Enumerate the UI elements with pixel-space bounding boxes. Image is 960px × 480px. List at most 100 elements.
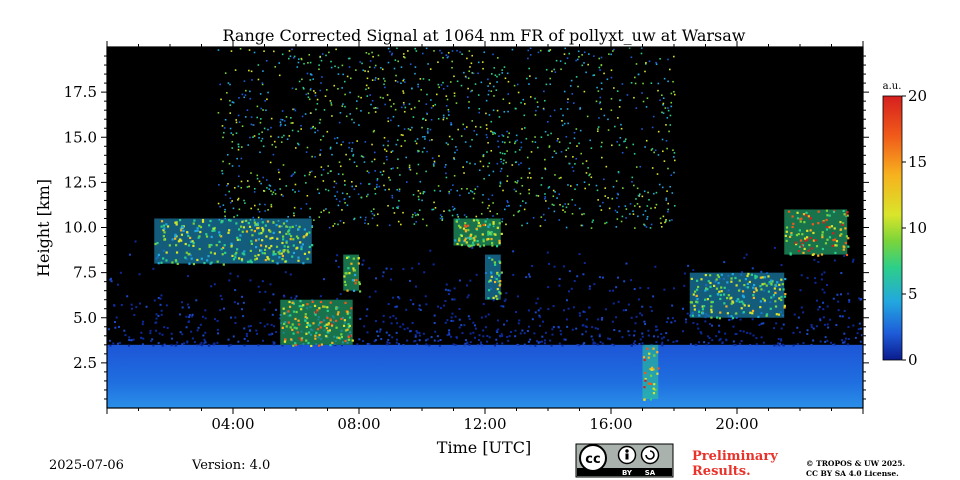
- cloud-pixel: [340, 317, 343, 321]
- noise-pixel: [563, 90, 566, 93]
- cloud-pixel: [845, 253, 849, 257]
- noise-pixel: [523, 208, 526, 211]
- noise-pixel: [641, 195, 644, 198]
- noise-pixel: [626, 94, 629, 96]
- signal-pixel: [598, 276, 601, 279]
- noise-pixel: [346, 192, 348, 195]
- cloud-pixel: [466, 224, 470, 227]
- signal-pixel: [256, 332, 259, 335]
- noise-pixel: [520, 146, 523, 149]
- noise-pixel: [348, 57, 351, 60]
- noise-pixel: [336, 137, 339, 139]
- noise-pixel: [638, 193, 641, 195]
- noise-pixel: [357, 95, 360, 98]
- cloud-pixel: [350, 262, 353, 265]
- noise-pixel: [249, 90, 251, 93]
- signal-pixel: [458, 326, 461, 329]
- signal-pixel: [615, 286, 618, 289]
- noise-pixel: [256, 177, 259, 180]
- signal-pixel: [406, 327, 409, 330]
- cloud-pixel: [269, 237, 272, 240]
- noise-pixel: [472, 72, 475, 75]
- cloud-pixel: [308, 231, 311, 234]
- signal-pixel: [547, 308, 550, 311]
- svg-text:SA: SA: [645, 469, 656, 477]
- noise-pixel: [265, 59, 268, 62]
- noise-pixel: [391, 194, 394, 197]
- cloud-pixel: [180, 233, 184, 236]
- cloud-pixel: [811, 223, 814, 226]
- noise-pixel: [441, 218, 444, 220]
- cloud-pixel: [357, 256, 360, 260]
- noise-pixel: [667, 210, 669, 213]
- noise-pixel: [403, 78, 405, 81]
- cloud-pixel: [228, 229, 231, 232]
- signal-pixel: [429, 249, 432, 252]
- noise-pixel: [608, 207, 611, 210]
- signal-pixel: [685, 321, 688, 324]
- signal-pixel: [609, 338, 612, 341]
- signal-pixel: [724, 332, 727, 335]
- signal-pixel: [817, 308, 820, 311]
- noise-pixel: [543, 108, 545, 111]
- noise-pixel: [666, 117, 669, 119]
- noise-pixel: [662, 103, 664, 106]
- cloud-pixel: [499, 292, 502, 295]
- noise-pixel: [427, 63, 429, 65]
- cloud-pixel: [257, 238, 260, 241]
- noise-pixel: [348, 146, 350, 149]
- noise-pixel: [490, 120, 493, 123]
- cloud-pixel: [271, 259, 274, 263]
- cloud-pixel: [752, 286, 755, 289]
- noise-pixel: [578, 207, 581, 210]
- noise-pixel: [318, 122, 321, 124]
- cloud-pixel: [690, 301, 694, 304]
- signal-pixel: [339, 293, 342, 296]
- noise-pixel: [540, 216, 543, 218]
- cloud-pixel: [833, 227, 836, 230]
- noise-pixel: [343, 180, 346, 182]
- noise-pixel: [590, 227, 593, 229]
- noise-pixel: [501, 152, 504, 155]
- noise-pixel: [616, 197, 618, 199]
- noise-pixel: [617, 193, 619, 196]
- signal-pixel: [799, 289, 802, 292]
- noise-pixel: [639, 165, 642, 168]
- noise-pixel: [379, 171, 382, 173]
- noise-pixel: [229, 112, 232, 114]
- noise-pixel: [405, 181, 408, 183]
- signal-pixel: [723, 261, 726, 264]
- noise-pixel: [672, 55, 675, 58]
- noise-pixel: [330, 102, 333, 104]
- noise-pixel: [402, 134, 404, 137]
- noise-pixel: [384, 189, 387, 191]
- noise-pixel: [246, 186, 249, 188]
- cloud-pixel: [283, 245, 286, 248]
- signal-pixel: [683, 284, 686, 287]
- noise-pixel: [567, 203, 570, 205]
- cloud-pixel: [261, 226, 264, 230]
- cloud-pixel: [817, 222, 820, 225]
- noise-pixel: [337, 73, 340, 75]
- noise-pixel: [473, 130, 476, 132]
- noise-pixel: [260, 182, 262, 185]
- signal-pixel: [496, 342, 499, 345]
- signal-pixel: [582, 343, 585, 346]
- cloud-pixel: [241, 252, 244, 255]
- signal-pixel: [387, 303, 390, 306]
- noise-pixel: [633, 205, 636, 207]
- noise-pixel: [648, 198, 650, 201]
- noise-pixel: [281, 110, 284, 112]
- noise-pixel: [527, 49, 530, 52]
- noise-pixel: [665, 199, 668, 201]
- noise-pixel: [565, 149, 568, 151]
- cloud-pixel: [755, 289, 758, 292]
- cloud-pixel: [812, 239, 815, 242]
- noise-pixel: [489, 82, 491, 85]
- signal-pixel: [820, 278, 823, 281]
- signal-pixel: [597, 318, 600, 321]
- signal-pixel: [274, 308, 277, 311]
- signal-pixel: [363, 325, 366, 328]
- noise-pixel: [346, 204, 349, 207]
- noise-pixel: [521, 184, 524, 187]
